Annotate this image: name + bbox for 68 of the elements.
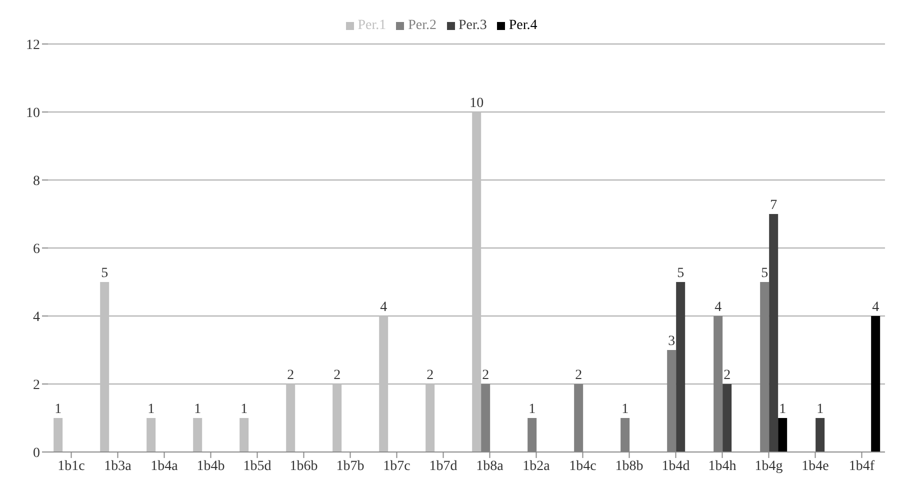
x-tick-label: 1b2a — [522, 458, 551, 474]
data-label: 2 — [334, 368, 341, 383]
bar — [472, 112, 482, 452]
data-label: 1 — [148, 402, 155, 417]
bar — [146, 418, 156, 452]
x-tick-label: 1b8b — [615, 458, 644, 474]
data-label: 1 — [779, 402, 786, 417]
legend-label: Per.1 — [358, 18, 386, 33]
bar — [778, 418, 788, 452]
data-label: 1 — [622, 402, 629, 417]
bar — [769, 214, 778, 452]
bar — [426, 384, 435, 452]
x-tick-label: 1b4g — [754, 458, 783, 474]
legend-label: Per.3 — [458, 18, 487, 33]
x-tick-label: 1b4d — [662, 458, 690, 474]
data-label: 1 — [528, 402, 536, 417]
bar — [676, 282, 686, 452]
bar — [722, 384, 732, 452]
y-tick-label: 0 — [33, 446, 40, 461]
data-label: 2 — [287, 368, 294, 383]
y-tick-label: 8 — [33, 174, 40, 189]
x-tick-label: 1b4f — [848, 458, 875, 474]
bar — [871, 316, 880, 452]
legend-label: Per.2 — [408, 18, 436, 33]
x-tick-label: 1b1c — [58, 458, 85, 474]
x-tick-label: 1b4h — [708, 458, 736, 474]
x-tick-label: 1b7c — [383, 458, 410, 474]
data-label: 5 — [101, 266, 108, 281]
bar — [286, 384, 296, 452]
data-label: 5 — [761, 266, 768, 281]
y-tick-label: 2 — [33, 378, 40, 393]
data-label: 2 — [575, 368, 582, 383]
bar — [332, 384, 342, 452]
data-label: 1 — [816, 402, 824, 417]
data-label: 1 — [54, 402, 62, 417]
data-label: 2 — [724, 368, 731, 383]
x-tick-label: 1b8a — [476, 458, 504, 474]
x-tick-label: 1b4b — [196, 458, 225, 474]
data-label: 4 — [872, 300, 880, 315]
data-label: 5 — [677, 266, 684, 281]
data-label: 4 — [380, 300, 388, 315]
data-label: 10 — [470, 96, 484, 111]
data-label: 4 — [714, 300, 722, 315]
y-tick-label: 6 — [33, 242, 40, 257]
y-tick-label: 4 — [33, 310, 40, 325]
data-label: 2 — [482, 368, 490, 383]
x-tick-label: 1b4c — [569, 458, 596, 474]
x-tick-label: 1b7d — [429, 458, 458, 474]
y-tick-label: 10 — [26, 106, 40, 121]
bar — [193, 418, 202, 452]
bar — [54, 418, 63, 452]
data-label: 3 — [668, 334, 676, 349]
x-tick-label: 1b5d — [243, 458, 272, 474]
bar — [240, 418, 249, 452]
data-label: 1 — [194, 402, 202, 417]
bar — [816, 418, 825, 452]
x-tick-label: 1b3a — [104, 458, 132, 474]
x-tick-label: 1b4e — [802, 458, 829, 474]
data-label: 7 — [770, 198, 778, 213]
bar — [379, 316, 388, 452]
y-tick-label: 12 — [26, 38, 40, 53]
data-label: 1 — [240, 402, 248, 417]
data-label: 2 — [426, 368, 434, 383]
x-tick-label: 1b7b — [336, 458, 364, 474]
legend-label: Per.4 — [508, 18, 538, 33]
x-tick-label: 1b6b — [290, 458, 318, 474]
x-tick-label: 1b4a — [150, 458, 179, 474]
bar — [100, 282, 110, 452]
